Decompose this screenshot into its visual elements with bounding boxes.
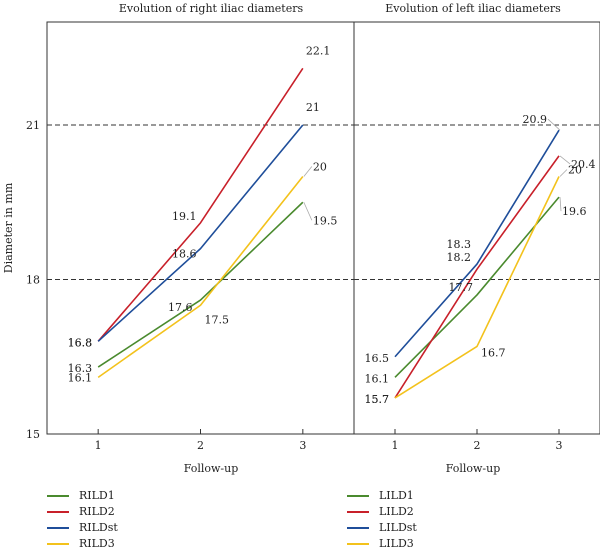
right-y-tick-label-21: 21 [26,119,40,132]
left-series-line-lild3 [394,176,560,399]
left-x-axis-label: Follow-up [446,462,501,475]
legend-item-rild1: RILD1 [47,489,115,503]
right-series-line-rild1 [97,201,304,368]
legend-swatch-rild1 [47,495,69,497]
right-data-label-rild3-3: 20 [313,161,327,174]
left-data-label-lild2-3: 20.4 [571,158,596,171]
left-x-tick-label-2: 2 [474,439,481,452]
legend-label-rild1: RILD1 [79,489,115,502]
left-data-label-leader-lild3-3 [559,169,568,177]
right-data-label-leader-rild1-3 [303,202,313,221]
left-series-line-lild2 [394,155,560,399]
right-y-axis-label: Diameter in mm [2,182,15,273]
legend-item-lild1: LILD1 [347,489,414,503]
right-series-line-rildst [97,124,304,342]
left-data-label-lild1-3: 19.6 [562,205,587,218]
left-data-label-leader-lild2-3 [559,155,571,165]
left-data-label-lild1-1: 16.1 [365,372,390,385]
legend-label-lild3: LILD3 [379,537,414,550]
legend-label-lild1: LILD1 [379,489,414,502]
legend-item-rild2: RILD2 [47,505,115,519]
legend-item-lild2: LILD2 [347,505,414,519]
left-data-label-lild1-2: 17.7 [449,281,474,294]
legend-label-rild2: RILD2 [79,505,115,518]
legend-item-lildst: LILDst [347,521,417,535]
right-x-tick-label-2: 2 [197,439,204,452]
right-y-tick-label-18: 18 [26,274,40,287]
legend-label-rildst: RILDst [79,521,118,534]
legend-label-lild2: LILD2 [379,505,414,518]
left-data-label-lild3-2: 16.7 [481,346,506,359]
left-x-tick-label-1: 1 [392,439,399,452]
left-plot-frame [353,21,600,435]
right-chart-title: Evolution of right iliac diameters [119,2,304,15]
left-data-label-lildst-3: 20.9 [523,113,548,126]
legend-swatch-rild2 [47,511,69,513]
right-data-label-rild1-2: 17.6 [168,301,193,314]
right-series-line-rild2 [97,67,304,342]
right-data-label-rild2-3: 22.1 [306,44,331,57]
left-data-label-lild3-1: 15.7 [365,393,390,406]
legend-swatch-lild3 [347,543,369,545]
right-data-label-rildst-1: 16.8 [68,336,93,349]
legend-item-lild3: LILD3 [347,537,414,551]
left-x-tick-label-3: 3 [556,439,563,452]
left-data-label-lildst-1: 16.5 [365,352,390,365]
right-data-label-rild3-1: 16.1 [68,371,93,384]
left-data-label-lild2-2: 18.2 [447,251,472,264]
legend-item-rildst: RILDst [47,521,118,535]
right-x-tick-label-3: 3 [299,439,306,452]
left-data-label-leader-lild1-3 [559,197,562,212]
right-data-label-leader-rild3-3 [303,166,313,177]
legend-swatch-rildst [47,527,69,529]
right-data-label-rildst-3: 21 [306,101,320,114]
right-series-line-rild3 [97,176,304,379]
left-data-label-lildst-2: 18.3 [447,238,472,251]
legend-swatch-lild1 [347,495,369,497]
left-data-label-lild2-1: 15.7 [365,393,390,406]
right-data-label-rild2-1: 16.8 [68,336,93,349]
left-data-label-leader-lildst-3 [547,118,561,131]
right-data-label-rild1-1: 16.3 [68,362,93,375]
legend-label-lildst: LILDst [379,521,417,534]
right-data-label-rild2-2: 19.1 [172,210,197,223]
left-series-line-lild1 [394,196,560,378]
left-chart-title: Evolution of left iliac diameters [385,2,561,15]
right-x-axis-label: Follow-up [184,462,239,475]
legend-item-rild3: RILD3 [47,537,115,551]
right-data-label-rild1-3: 19.5 [313,214,338,227]
left-data-label-lild3-3: 20 [568,164,582,177]
right-data-label-rild3-2: 17.5 [205,313,230,326]
right-plot-frame [46,21,355,435]
left-series-line-lildst [394,129,560,358]
legend-swatch-rild3 [47,543,69,545]
right-y-tick-label-15: 15 [26,428,40,441]
right-x-tick-label-1: 1 [95,439,102,452]
legend-label-rild3: RILD3 [79,537,115,550]
legend-swatch-lildst [347,527,369,529]
legend-swatch-lild2 [347,511,369,513]
right-data-label-rildst-2: 18.6 [172,248,197,261]
